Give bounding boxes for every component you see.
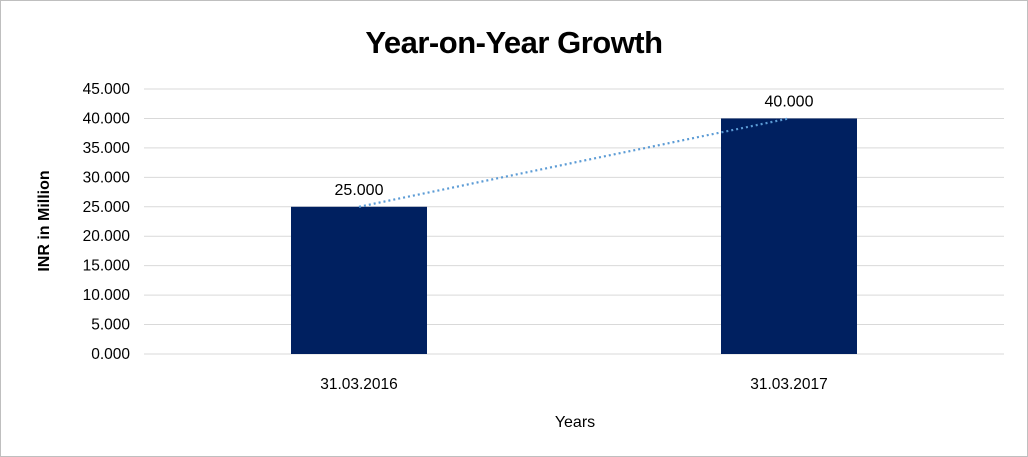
y-tick-label: 40.000: [83, 110, 131, 127]
data-label: 25.000: [335, 182, 384, 199]
bars: [291, 118, 857, 354]
x-axis-title: Years: [555, 414, 595, 431]
data-labels: 25.000 40.000: [335, 93, 814, 198]
trend-line: [358, 117, 790, 208]
y-axis-ticks: 0.000 5.000 10.000 15.000 20.000 25.000 30.000…: [83, 81, 131, 363]
y-tick-label: 30.000: [83, 169, 131, 186]
bar: [291, 206, 427, 354]
y-tick-label: 0.000: [91, 346, 130, 363]
x-tick-label: 31.03.2016: [320, 376, 398, 393]
y-axis-title: INR in Million: [36, 170, 53, 271]
y-tick-label: 45.000: [83, 81, 131, 98]
y-tick-label: 25.000: [83, 199, 131, 216]
chart-title: Year-on-Year Growth: [365, 25, 662, 60]
y-tick-label: 5.000: [91, 317, 130, 334]
y-tick-label: 10.000: [83, 287, 131, 304]
y-tick-label: 35.000: [83, 140, 131, 157]
data-label: 40.000: [765, 93, 814, 110]
x-axis-ticks: 31.03.2016 31.03.2017: [320, 376, 828, 393]
y-tick-label: 20.000: [83, 228, 131, 245]
gridlines: [144, 88, 1004, 355]
y-tick-label: 15.000: [83, 258, 131, 275]
x-tick-label: 31.03.2017: [750, 376, 828, 393]
trendline: [358, 117, 790, 208]
bar: [721, 118, 857, 354]
